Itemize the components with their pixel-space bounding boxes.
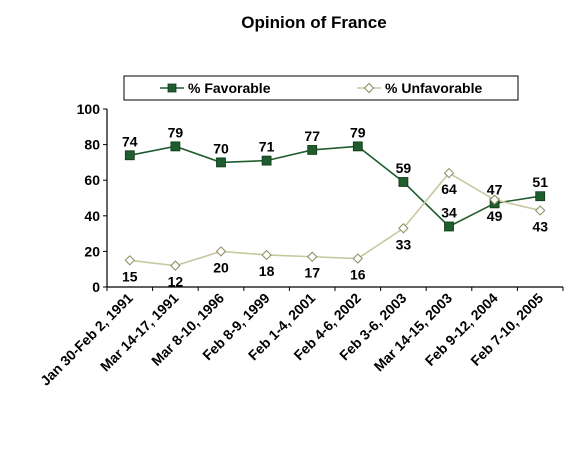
data-label-favorable: 47: [487, 181, 503, 197]
data-point-favorable: [444, 221, 454, 232]
legend: % Favorable % Unfavorable: [123, 75, 519, 101]
data-label-unfavorable: 15: [122, 268, 138, 284]
data-point-unfavorable: [215, 246, 227, 257]
data-point-favorable: [170, 141, 181, 152]
data-label-unfavorable: 12: [168, 274, 184, 290]
data-point-unfavorable: [170, 260, 181, 271]
data-point-favorable: [535, 191, 546, 202]
data-point-unfavorable: [443, 167, 455, 179]
data-point-unfavorable: [398, 223, 409, 234]
data-label-favorable: 79: [350, 124, 366, 140]
data-point-unfavorable: [352, 253, 364, 264]
data-point-unfavorable: [306, 251, 318, 262]
data-label-favorable: 79: [168, 124, 184, 140]
data-label-favorable: 70: [213, 140, 229, 156]
data-label-unfavorable: 43: [532, 218, 548, 234]
data-point-favorable: [124, 150, 135, 161]
data-point-favorable: [261, 155, 272, 166]
y-tick-label: 60: [84, 172, 100, 188]
x-tick-label: Mar 14-17, 1991: [97, 290, 182, 375]
y-tick-label: 80: [84, 137, 100, 153]
data-label-favorable: 51: [532, 174, 548, 190]
y-tick-label: 40: [84, 208, 100, 224]
chart-title: Opinion of France: [241, 13, 386, 32]
y-tick-label: 100: [77, 101, 101, 117]
y-tick-label: 0: [92, 279, 100, 295]
data-point-unfavorable: [534, 205, 546, 216]
data-label-unfavorable: 17: [304, 265, 320, 281]
data-label-unfavorable: 49: [487, 208, 503, 224]
data-label-favorable: 71: [259, 139, 275, 155]
y-tick-label: 20: [84, 243, 100, 259]
plot-area: 74 79 70 71 77 79 59 34 47 51 15 12 20 18 17 16 33 64 49 43: [122, 124, 548, 289]
data-point-favorable: [352, 141, 363, 152]
data-point-unfavorable: [489, 194, 500, 205]
data-label-favorable: 77: [304, 128, 320, 144]
data-label-unfavorable: 33: [396, 236, 412, 252]
data-point-favorable: [216, 157, 226, 168]
legend-frame: [123, 75, 519, 101]
data-label-unfavorable: 64: [441, 181, 457, 197]
x-tick-label: Mar 14-15, 2003: [371, 290, 456, 375]
legend-label-favorable: % Favorable: [188, 80, 271, 96]
legend-item-favorable: % Favorable: [160, 80, 271, 96]
legend-marker-favorable: [167, 83, 177, 93]
data-label-favorable: 59: [396, 160, 412, 176]
legend-label-unfavorable: % Unfavorable: [385, 80, 482, 96]
data-label-unfavorable: 18: [259, 263, 275, 279]
data-label-favorable: 74: [122, 133, 138, 149]
data-label-unfavorable: 20: [213, 259, 229, 275]
data-label-favorable: 34: [441, 204, 457, 220]
data-point-unfavorable: [124, 255, 136, 266]
legend-marker-unfavorable: [363, 82, 375, 94]
data-point-favorable: [398, 177, 409, 187]
series-line-favorable: [129, 145, 541, 228]
data-point-unfavorable: [261, 249, 272, 261]
data-point-favorable: [307, 145, 318, 155]
series-line-unfavorable: [129, 172, 541, 267]
legend-item-unfavorable: % Unfavorable: [357, 80, 482, 96]
data-label-unfavorable: 16: [350, 267, 366, 283]
